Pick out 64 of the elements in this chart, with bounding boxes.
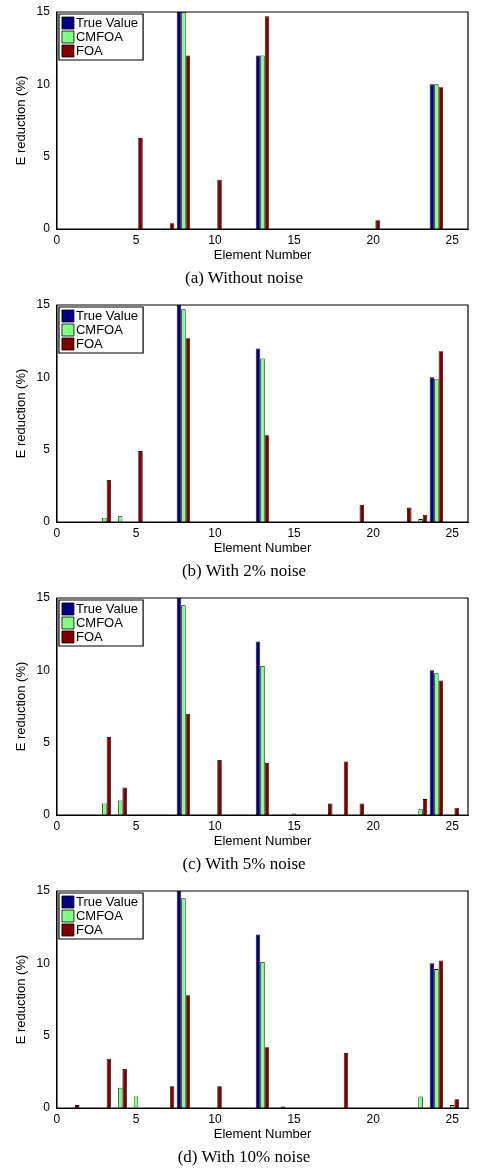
legend-label: True Value <box>75 308 139 324</box>
x-tick-label: 0 <box>53 232 61 247</box>
legend-label: FOA <box>75 336 103 352</box>
x-tick-label: 25 <box>445 525 460 540</box>
y-axis-title: E reduction (%) <box>13 954 29 1045</box>
y-axis-title: E reduction (%) <box>13 368 29 459</box>
text: (a) Without noise <box>184 267 304 289</box>
y-tick-label: 5 <box>43 734 51 749</box>
x-tick-label: 0 <box>53 1111 61 1126</box>
x-axis-title: Element Number <box>213 246 312 262</box>
legend-label: FOA <box>75 629 103 645</box>
x-axis-title: Element Number <box>213 539 312 555</box>
y-tick-label: 10 <box>36 76 51 91</box>
y-tick-label: 15 <box>36 297 51 312</box>
y-tick-label: 15 <box>36 590 51 605</box>
x-tick-label: 0 <box>53 818 61 833</box>
legend-label: CMFOA <box>75 322 124 338</box>
legend-label: FOA <box>75 43 103 59</box>
x-tick-label: 25 <box>445 232 460 247</box>
legend-label: True Value <box>75 601 139 617</box>
x-tick-label: 20 <box>366 1111 381 1126</box>
y-tick-label: 5 <box>43 1027 51 1042</box>
x-tick-label: 10 <box>208 525 223 540</box>
x-tick-label: 15 <box>287 232 302 247</box>
legend-label: CMFOA <box>75 29 124 45</box>
x-tick-label: 20 <box>366 232 381 247</box>
x-tick-label: 25 <box>445 818 460 833</box>
x-tick-label: 25 <box>445 1111 460 1126</box>
y-tick-label: 0 <box>43 1100 51 1115</box>
y-tick-label: 15 <box>36 4 51 19</box>
x-tick-label: 0 <box>53 525 61 540</box>
text: (c) With 5% noise <box>181 853 307 875</box>
y-tick-label: 5 <box>43 441 51 456</box>
x-tick-label: 5 <box>132 1111 140 1126</box>
legend-label: True Value <box>75 894 139 910</box>
x-axis-title: Element Number <box>213 832 312 848</box>
x-tick-label: 5 <box>132 525 140 540</box>
y-tick-label: 10 <box>36 955 51 970</box>
x-tick-label: 15 <box>287 1111 302 1126</box>
text: (d) With 10% noise <box>176 1146 312 1168</box>
legend-label: FOA <box>75 922 103 938</box>
y-tick-label: 10 <box>36 662 51 677</box>
x-tick-label: 10 <box>208 1111 223 1126</box>
x-tick-label: 10 <box>208 818 223 833</box>
x-tick-label: 20 <box>366 525 381 540</box>
y-tick-label: 0 <box>43 807 51 822</box>
x-tick-label: 5 <box>132 818 140 833</box>
y-axis-title: E reduction (%) <box>13 661 29 752</box>
y-tick-label: 15 <box>36 883 51 898</box>
legend-label: CMFOA <box>75 908 124 924</box>
legend-label: True Value <box>75 15 139 31</box>
text: (b) With 2% noise <box>180 560 308 582</box>
x-axis-title: Element Number <box>213 1125 312 1141</box>
x-tick-label: 20 <box>366 818 381 833</box>
y-tick-label: 0 <box>43 221 51 236</box>
x-tick-label: 10 <box>208 232 223 247</box>
x-tick-label: 5 <box>132 232 140 247</box>
y-tick-label: 0 <box>43 514 51 529</box>
x-tick-label: 15 <box>287 818 302 833</box>
y-tick-label: 5 <box>43 148 51 163</box>
y-axis-title: E reduction (%) <box>13 75 29 166</box>
x-tick-label: 15 <box>287 525 302 540</box>
y-tick-label: 10 <box>36 369 51 384</box>
legend-label: CMFOA <box>75 615 124 631</box>
